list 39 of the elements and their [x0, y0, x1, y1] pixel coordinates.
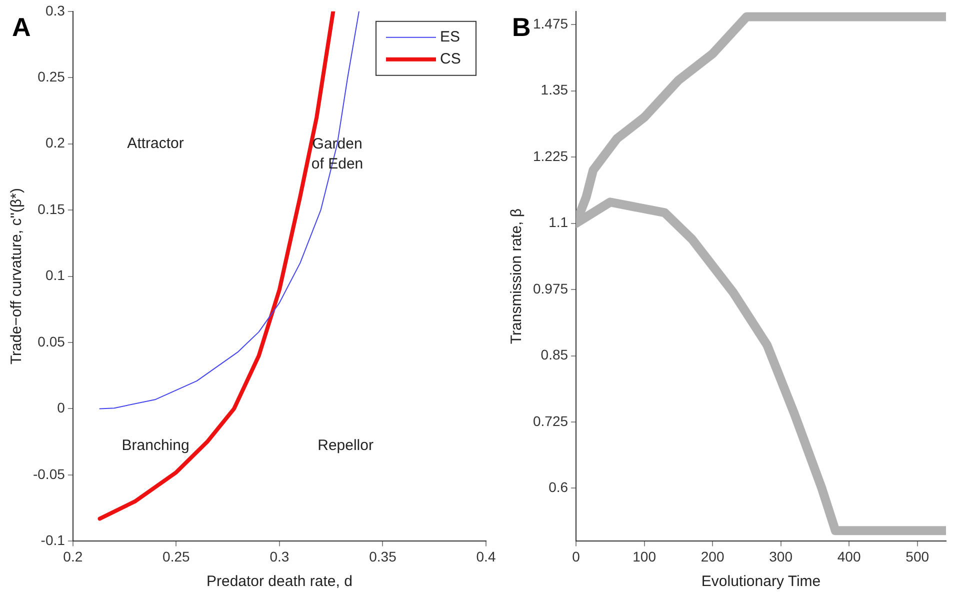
y-tick-label: 0.2	[45, 134, 66, 151]
y-tick-label: 1.475	[532, 16, 568, 32]
x-tick-label: 0.25	[162, 548, 190, 564]
y-axis-title: Trade−off curvature, c''(β*)	[8, 188, 26, 365]
x-tick-label: 0.3	[270, 548, 290, 564]
y-tick-label: 0	[57, 400, 66, 416]
y-tick-label: 0.15	[38, 200, 66, 217]
y-tick-label: 0.6	[548, 479, 568, 496]
annotation: Repellor	[318, 436, 374, 454]
y-tick-label: 1.225	[532, 148, 568, 164]
x-axis-title: Evolutionary Time	[701, 573, 821, 590]
y-tick-label: 0.975	[532, 280, 568, 296]
x-tick-label: 0.35	[369, 548, 397, 564]
x-tick-label: 500	[906, 548, 930, 564]
x-tick-label: 300	[769, 548, 793, 564]
annotation: Attractor	[127, 134, 184, 152]
x-tick-label: 0.4	[476, 548, 496, 564]
y-tick-label: 0.25	[38, 68, 66, 84]
y-tick-label: 0.85	[540, 346, 568, 363]
y-tick-label: -0.1	[40, 532, 66, 548]
x-tick-label: 0.2	[63, 548, 83, 564]
y-tick-label: 0.1	[45, 267, 66, 284]
legend-label: CS	[440, 50, 461, 68]
x-tick-label: 200	[700, 548, 724, 564]
y-tick-label: 1.35	[540, 82, 568, 98]
text: B	[512, 12, 531, 42]
legend-label: ES	[440, 28, 460, 46]
x-tick-label: 400	[837, 548, 861, 564]
y-tick-label: 0.05	[38, 333, 66, 350]
x-tick-label: 0	[572, 548, 580, 564]
x-tick-label: 100	[632, 548, 656, 564]
y-tick-label: -0.05	[32, 466, 66, 482]
y-axis-title: Transmission rate, β	[508, 208, 526, 344]
text: A	[12, 12, 31, 42]
y-tick-label: 1.1	[548, 214, 568, 230]
x-axis-title: Predator death rate, d	[206, 573, 352, 590]
y-tick-label: 0.725	[532, 412, 568, 429]
y-tick-label: 0.3	[45, 2, 66, 18]
annotation: Branching	[122, 436, 190, 454]
